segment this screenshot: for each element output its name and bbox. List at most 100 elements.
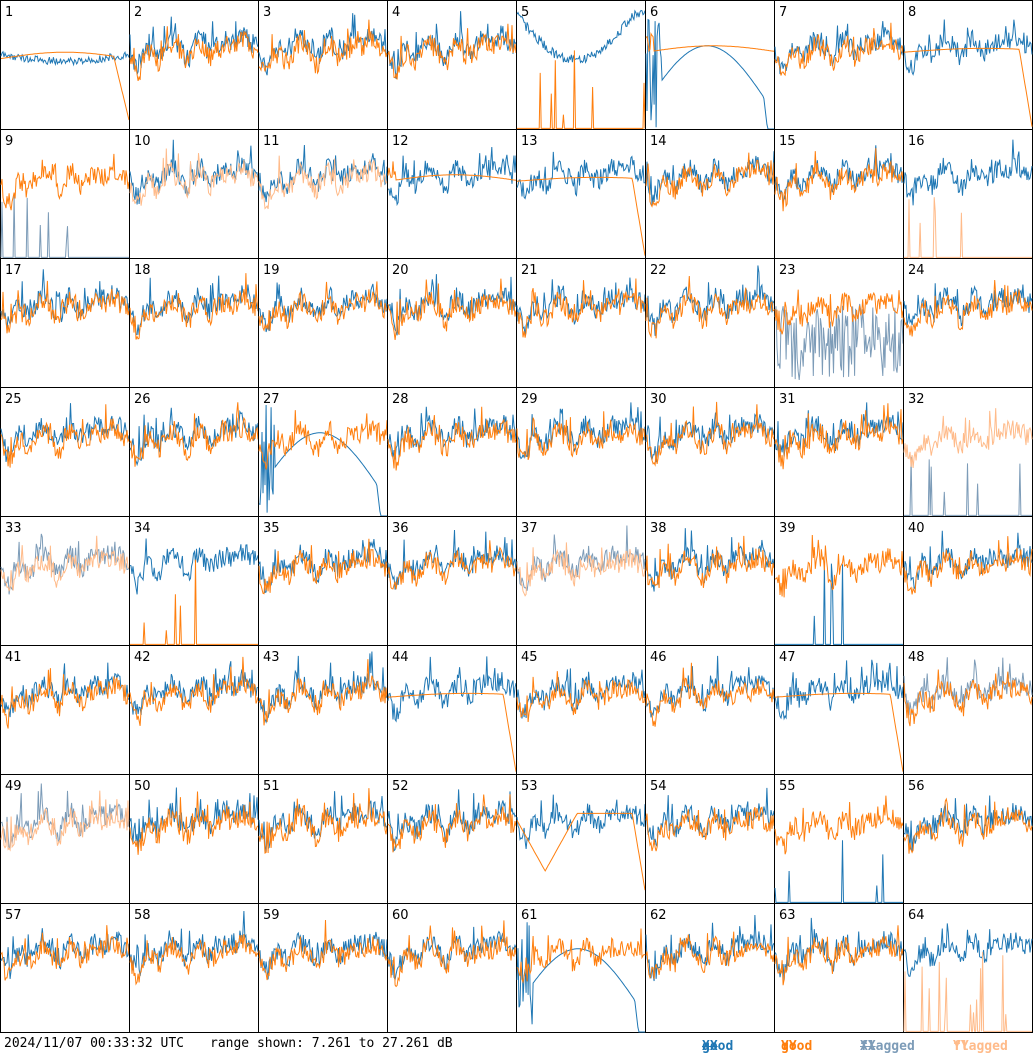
series-xx [645, 151, 775, 207]
panel-31: 31 [774, 387, 904, 517]
panel-label: 30 [650, 392, 667, 407]
panel-34: 34 [129, 516, 259, 646]
panel-label: 44 [392, 650, 409, 665]
series-xx [645, 787, 775, 847]
series-yy [645, 806, 775, 852]
panel-59: 59 [258, 903, 388, 1033]
panel-label: 31 [779, 392, 796, 407]
panel-frame [645, 387, 775, 517]
panel-frame [387, 516, 517, 646]
panel-frame [516, 0, 646, 130]
panel-22: 22 [645, 258, 775, 388]
series-xx [903, 657, 1033, 716]
panel-43: 43 [258, 645, 388, 775]
series-yy [130, 559, 258, 645]
series-yy [129, 26, 259, 82]
panel-frame [258, 258, 388, 388]
series-xx [258, 404, 387, 517]
panel-label: 5 [521, 5, 529, 20]
panel-19: 19 [258, 258, 388, 388]
panel-label: 60 [392, 908, 409, 923]
series-yy [387, 23, 517, 80]
panel-60: 60 [387, 903, 517, 1033]
series-yy [129, 148, 259, 206]
panel-36: 36 [387, 516, 517, 646]
series-yy [387, 920, 517, 988]
series-yy [258, 19, 388, 75]
series-yy [0, 668, 130, 729]
panel-frame [129, 645, 259, 775]
series-yy [0, 925, 130, 981]
panel-11: 11 [258, 129, 388, 259]
panel-61: 61 [516, 903, 646, 1033]
panel-label: 26 [134, 392, 151, 407]
panel-frame [774, 645, 904, 775]
panel-26: 26 [129, 387, 259, 517]
panel-frame [645, 903, 775, 1033]
panel-label: 11 [263, 134, 280, 149]
panel-label: 53 [521, 779, 538, 794]
panel-frame [774, 903, 904, 1033]
legend-prefix: good [781, 1039, 813, 1054]
series-yy [903, 951, 1032, 1032]
panel-frame [903, 903, 1033, 1033]
panel-label: 42 [134, 650, 151, 665]
panel-54: 54 [645, 774, 775, 904]
series-yy [387, 161, 517, 181]
panel-frame [0, 0, 130, 130]
series-yy [774, 148, 904, 212]
panel-29: 29 [516, 387, 646, 517]
series-yy [904, 197, 1032, 258]
panel-label: 35 [263, 521, 280, 536]
panel-15: 15 [774, 129, 904, 259]
panel-frame [903, 516, 1033, 646]
panel-label: 6 [650, 5, 658, 20]
series-xx [904, 456, 1032, 516]
series-yy [645, 152, 775, 208]
panel-label: 56 [908, 779, 925, 794]
panel-frame [0, 387, 130, 517]
series-yy [516, 278, 646, 338]
panel-label: 29 [521, 392, 538, 407]
series-yy [258, 281, 388, 332]
series-yy [774, 692, 904, 772]
panel-label: 19 [263, 263, 280, 278]
panel-frame [129, 0, 259, 130]
panel-label: 7 [779, 5, 787, 20]
legend-prefix: flagged [860, 1039, 915, 1054]
series-yy [0, 404, 130, 468]
panel-46: 46 [645, 645, 775, 775]
panel-label: 9 [5, 134, 13, 149]
panel-39: 39 [774, 516, 904, 646]
panel-label: 58 [134, 908, 151, 923]
panel-frame [516, 516, 646, 646]
panel-12: 12 [387, 129, 517, 259]
panel-frame [903, 645, 1033, 775]
panel-frame [645, 645, 775, 775]
panel-frame [258, 645, 388, 775]
panel-9: 9 [0, 129, 130, 259]
panel-1: 1 [0, 0, 130, 130]
panel-label: 13 [521, 134, 538, 149]
series-yy [645, 31, 775, 53]
panel-57: 57 [0, 903, 130, 1033]
panel-label: 12 [392, 134, 409, 149]
series-yy [774, 925, 904, 986]
panel-label: 50 [134, 779, 151, 794]
series-xx [903, 139, 1033, 206]
panel-label: 18 [134, 263, 151, 278]
panel-35: 35 [258, 516, 388, 646]
series-xx [129, 538, 259, 595]
panel-label: 51 [263, 779, 280, 794]
series-xx [516, 525, 646, 591]
panel-24: 24 [903, 258, 1033, 388]
panel-47: 47 [774, 645, 904, 775]
panel-30: 30 [645, 387, 775, 517]
panel-33: 33 [0, 516, 130, 646]
panel-21: 21 [516, 258, 646, 388]
panel-52: 52 [387, 774, 517, 904]
panel-41: 41 [0, 645, 130, 775]
panel-label: 17 [5, 263, 22, 278]
panel-label: 14 [650, 134, 667, 149]
series-xx [645, 914, 775, 982]
